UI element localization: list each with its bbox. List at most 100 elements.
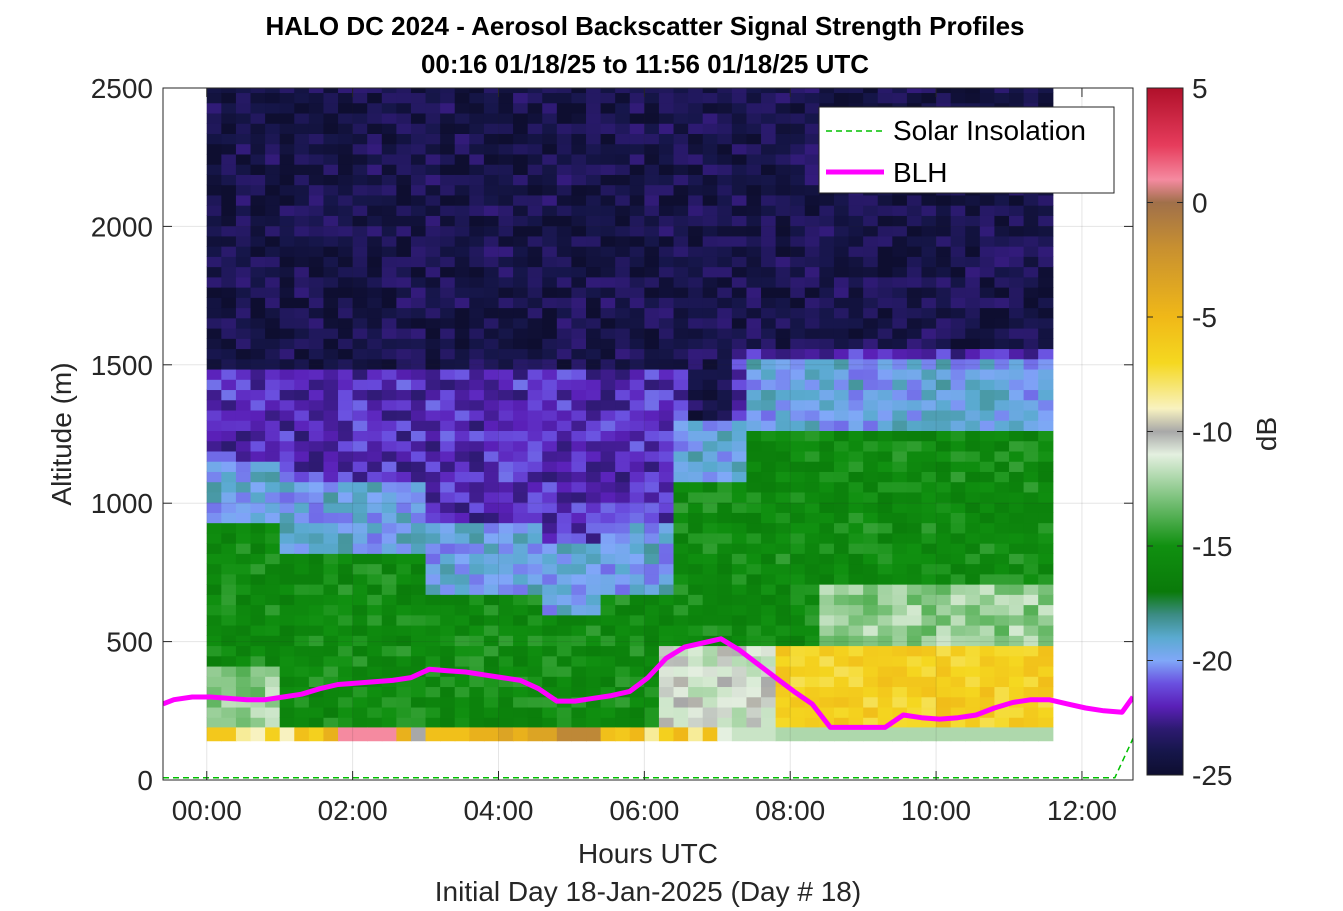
heatmap-cell (542, 399, 558, 411)
heatmap-cell (892, 327, 908, 339)
heatmap-cell (746, 635, 762, 647)
heatmap-cell (848, 584, 864, 595)
heatmap-cell (848, 655, 864, 667)
heatmap-cell (702, 573, 718, 585)
heatmap-cell (571, 686, 587, 698)
heatmap-cell (965, 256, 981, 268)
heatmap-cell (746, 461, 762, 472)
heatmap-cell (206, 88, 222, 94)
heatmap-cell (586, 297, 602, 309)
heatmap-cell (863, 287, 879, 298)
heatmap-cell (440, 430, 456, 442)
x-tick-label: 08:00 (755, 795, 825, 826)
heatmap-cell (279, 246, 295, 257)
heatmap-cell (906, 450, 923, 462)
heatmap-cell (235, 266, 252, 278)
heatmap-cell (440, 143, 456, 155)
heatmap-cell (863, 399, 879, 411)
heatmap-cell (454, 133, 470, 145)
heatmap-cell (629, 614, 645, 626)
heatmap-cell (250, 614, 266, 626)
heatmap-cell (338, 450, 354, 462)
heatmap-cell (454, 102, 470, 114)
heatmap-cell (425, 307, 441, 319)
heatmap-cell (265, 174, 281, 186)
heatmap-cell (279, 184, 295, 196)
heatmap-cell (323, 604, 339, 616)
heatmap-cell (323, 225, 339, 237)
heatmap-cell (848, 266, 864, 278)
heatmap-cell (702, 512, 718, 524)
heatmap-cell (294, 532, 310, 544)
heatmap-cell (338, 358, 354, 370)
heatmap-cell (279, 420, 295, 432)
heatmap-cell (206, 717, 222, 729)
heatmap-cell (1009, 450, 1025, 462)
heatmap-cell (804, 174, 820, 186)
heatmap-cell (454, 502, 470, 513)
heatmap-cell (658, 276, 675, 288)
heatmap-cell (265, 368, 281, 380)
heatmap-cell (308, 420, 325, 432)
heatmap-cell (615, 215, 631, 227)
heatmap-cell (775, 153, 791, 165)
heatmap-cell (367, 348, 383, 360)
heatmap-cell (221, 348, 237, 360)
heatmap-cell (819, 246, 835, 257)
heatmap-cell (425, 696, 441, 708)
heatmap-cell (775, 727, 791, 742)
heatmap-cell (658, 143, 675, 155)
heatmap-cell (921, 471, 937, 483)
heatmap-cell (790, 635, 806, 647)
heatmap-cell (1009, 512, 1025, 524)
heatmap-cell (440, 532, 456, 544)
heatmap-cell (513, 471, 529, 483)
heatmap-cell (352, 471, 368, 483)
heatmap-cell (936, 287, 952, 298)
heatmap-cell (848, 246, 864, 257)
heatmap-cell (294, 153, 310, 165)
heatmap-cell (571, 727, 587, 742)
heatmap-cell (994, 430, 1010, 442)
heatmap-cell (235, 153, 252, 165)
heatmap-cell (965, 430, 981, 442)
heatmap-cell (688, 430, 704, 442)
heatmap-cell (936, 246, 952, 257)
heatmap-cell (761, 338, 777, 350)
heatmap-cell (717, 327, 733, 339)
heatmap-cell (265, 440, 281, 452)
heatmap-cell (1009, 594, 1025, 606)
heatmap-cell (1009, 389, 1025, 401)
heatmap-cell (454, 338, 470, 350)
heatmap-cell (833, 348, 850, 360)
heatmap-cell (833, 205, 850, 216)
heatmap-cell (688, 502, 704, 513)
heatmap-cell (221, 645, 237, 657)
heatmap-cell (454, 184, 470, 196)
heatmap-cell (469, 461, 485, 472)
heatmap-cell (440, 389, 456, 401)
heatmap-cell (513, 92, 529, 104)
heatmap-cell (440, 379, 456, 391)
heatmap-cell (513, 184, 529, 196)
heatmap-cell (352, 706, 368, 718)
heatmap-cell (527, 481, 543, 493)
heatmap-cell (1023, 235, 1039, 247)
heatmap-cell (644, 717, 660, 729)
heatmap-cell (498, 88, 514, 94)
heatmap-cell (556, 481, 573, 493)
heatmap-cell (1023, 246, 1039, 257)
heatmap-cell (790, 676, 806, 688)
heatmap-cell (1038, 409, 1054, 421)
heatmap-cell (746, 604, 762, 616)
heatmap-cell (775, 461, 791, 472)
heatmap-cell (629, 256, 645, 268)
heatmap-cell (936, 276, 952, 288)
heatmap-cell (279, 614, 295, 626)
heatmap-cell (804, 471, 820, 483)
heatmap-cell (542, 727, 558, 742)
heatmap-cell (1009, 604, 1025, 616)
heatmap-cell (921, 194, 937, 206)
heatmap-cell (367, 235, 383, 247)
heatmap-cell (979, 665, 996, 677)
